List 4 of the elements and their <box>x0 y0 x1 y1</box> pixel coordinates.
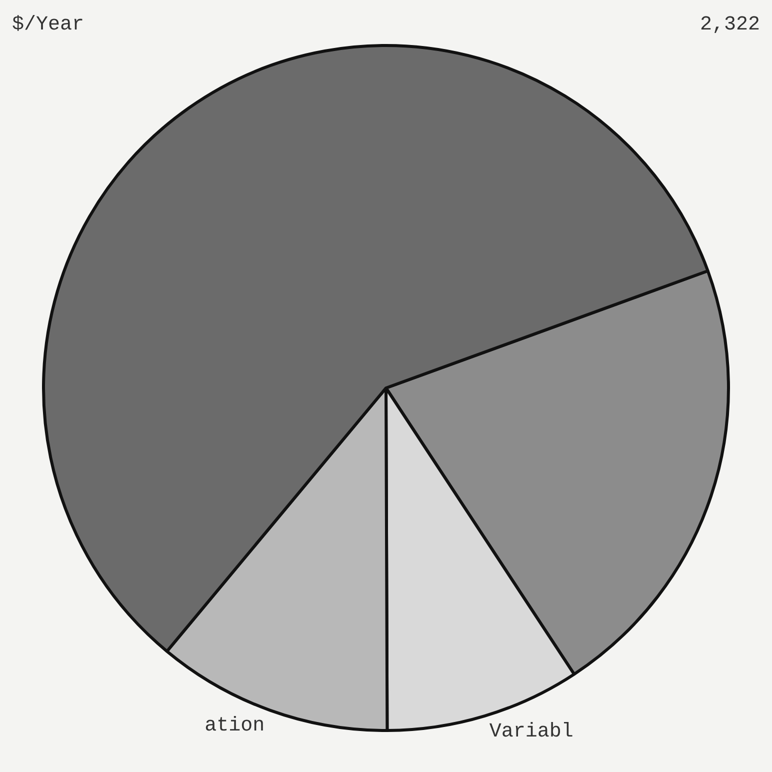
text: 2,322 <box>700 13 760 36</box>
slice-label: ation <box>204 714 265 738</box>
text: $/Year <box>12 13 84 36</box>
slice-label: Variabl <box>489 720 574 744</box>
